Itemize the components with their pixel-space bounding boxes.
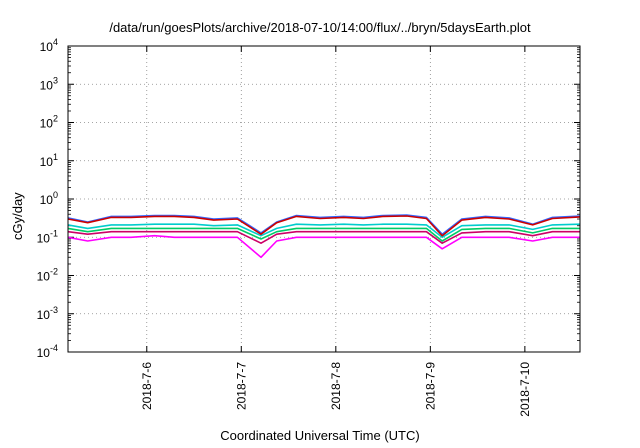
y-tick-base: 10 [37,308,51,322]
y-tick-label: 103 [40,75,58,92]
y-tick-base: 10 [37,231,51,245]
y-tick-exponent: -4 [50,343,58,353]
y-tick-base: 10 [37,346,51,360]
y-tick-exponent: 2 [53,114,58,124]
chart-title: /data/run/goesPlots/archive/2018-07-10/1… [109,20,531,35]
y-tick-label: 102 [40,114,58,131]
y-tick-base: 10 [40,78,54,92]
x-tick-label: 2018-7-9 [423,362,437,410]
y-tick-base: 10 [40,40,54,54]
y-tick-base: 10 [37,270,51,284]
x-tick-label: 2018-7-7 [234,362,248,410]
y-tick-label: 10-2 [37,267,58,284]
plot-frame [67,45,581,353]
series-line [67,223,581,239]
y-tick-label: 100 [40,190,58,207]
y-tick-label: 10-4 [37,343,58,360]
y-tick-exponent: 0 [53,190,58,200]
y-tick-exponent: -1 [50,228,58,238]
y-tick-label: 10-1 [37,228,58,245]
series-line [67,234,580,259]
series-line [67,230,580,244]
y-tick-base: 10 [40,193,54,207]
series-line [67,215,581,237]
y-tick-label: 10-3 [37,305,58,322]
y-tick-base: 10 [40,155,54,169]
series-line [67,227,580,242]
x-tick-label: 2018-7-8 [329,362,343,410]
y-tick-label: 104 [40,37,58,54]
y-tick-exponent: -2 [50,267,58,277]
y-tick-exponent: -3 [50,305,58,315]
y-tick-label: 101 [40,152,58,169]
y-tick-exponent: 1 [53,152,58,162]
x-tick-label: 2018-7-10 [518,362,532,417]
y-tick-base: 10 [40,117,54,131]
x-axis-label: Coordinated Universal Time (UTC) [220,428,420,443]
x-tick-label: 2018-7-6 [140,362,154,410]
y-tick-exponent: 4 [53,37,58,47]
series-line [67,214,581,235]
y-tick-exponent: 3 [53,75,58,85]
